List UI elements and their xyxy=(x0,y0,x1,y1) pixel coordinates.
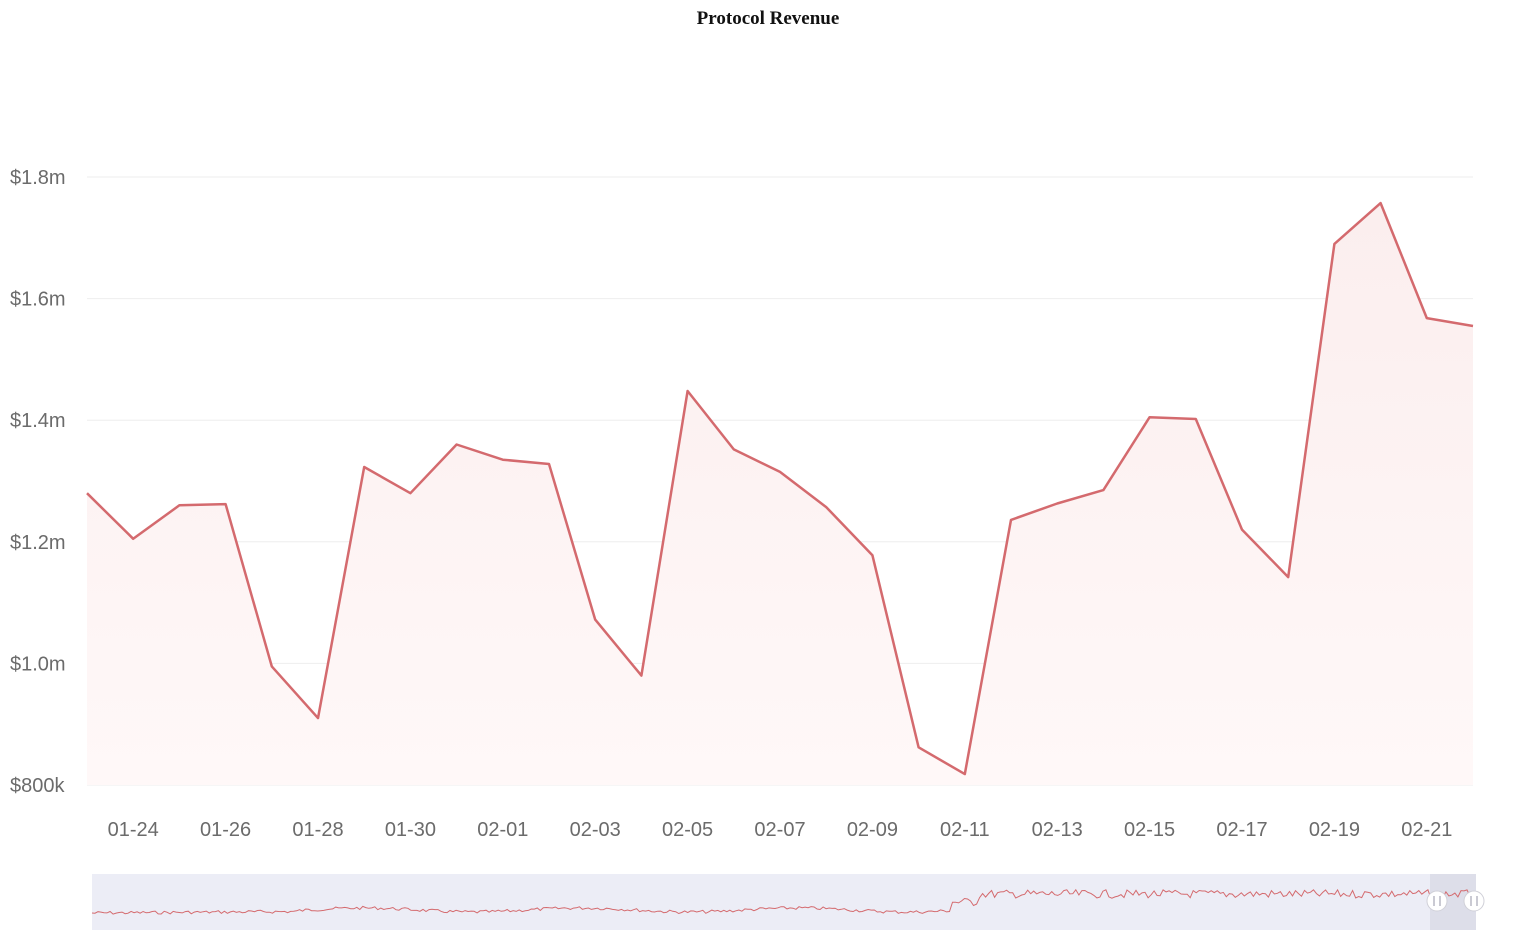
data-point[interactable] xyxy=(360,463,368,471)
data-point[interactable] xyxy=(1053,500,1061,508)
data-point[interactable] xyxy=(1007,516,1015,524)
x-tick-label: 02-05 xyxy=(662,819,713,841)
y-axis: $800k $1.0m $1.2m $1.4m $1.6m $1.8m xyxy=(10,167,66,797)
data-point[interactable] xyxy=(222,500,230,508)
x-tick-label: 02-13 xyxy=(1032,819,1083,841)
range-navigator[interactable] xyxy=(91,874,1485,930)
navigator-background xyxy=(92,874,1476,930)
data-point[interactable] xyxy=(637,672,645,680)
x-tick-label: 02-17 xyxy=(1216,819,1267,841)
data-point[interactable] xyxy=(1099,486,1107,494)
data-point[interactable] xyxy=(822,503,830,511)
x-tick-label: 02-01 xyxy=(477,819,528,841)
x-tick-label: 02-11 xyxy=(940,819,990,841)
x-tick-label: 02-19 xyxy=(1309,819,1360,841)
navigator-line xyxy=(91,888,1477,915)
data-point[interactable] xyxy=(1146,413,1154,421)
series-area-fill xyxy=(87,203,1473,786)
data-point[interactable] xyxy=(175,501,183,509)
navigator-handle-left[interactable] xyxy=(1426,890,1448,912)
navigator-handle-right[interactable] xyxy=(1463,890,1485,912)
data-point[interactable] xyxy=(684,387,692,395)
chart-title: Protocol Revenue xyxy=(696,8,840,29)
data-point[interactable] xyxy=(1284,573,1292,581)
data-point[interactable] xyxy=(453,441,461,449)
plot xyxy=(83,199,1477,786)
x-tick-label: 02-09 xyxy=(847,819,898,841)
data-point[interactable] xyxy=(776,468,784,476)
y-tick-label: $1.2m xyxy=(10,532,66,554)
x-tick-label: 02-03 xyxy=(570,819,621,841)
data-point[interactable] xyxy=(730,445,738,453)
data-point[interactable] xyxy=(1330,240,1338,248)
data-point[interactable] xyxy=(545,460,553,468)
x-tick-label: 01-24 xyxy=(108,819,159,841)
y-tick-label: $1.8m xyxy=(10,167,66,189)
x-tick-label: 02-21 xyxy=(1401,819,1452,841)
x-tick-label: 02-07 xyxy=(754,819,805,841)
data-point[interactable] xyxy=(499,456,507,464)
data-point[interactable] xyxy=(1238,526,1246,534)
data-point[interactable] xyxy=(406,489,414,497)
data-point[interactable] xyxy=(129,535,137,543)
data-point[interactable] xyxy=(591,616,599,624)
y-tick-label: $1.6m xyxy=(10,289,66,311)
data-point[interactable] xyxy=(915,743,923,751)
data-point[interactable] xyxy=(314,714,322,722)
y-tick-label: $1.4m xyxy=(10,410,66,432)
data-point[interactable] xyxy=(1423,314,1431,322)
y-tick-label: $1.0m xyxy=(10,653,66,675)
x-tick-label: 01-28 xyxy=(292,819,343,841)
data-point[interactable] xyxy=(868,551,876,559)
y-tick-label: $800k xyxy=(10,775,65,797)
data-point[interactable] xyxy=(83,489,91,497)
x-axis: 01-24 01-26 01-28 01-30 02-01 02-03 02-05 02-07… xyxy=(108,819,1453,841)
data-point[interactable] xyxy=(268,662,276,670)
x-tick-label: 02-15 xyxy=(1124,819,1175,841)
data-point[interactable] xyxy=(961,770,969,778)
x-tick-label: 01-30 xyxy=(385,819,436,841)
data-point[interactable] xyxy=(1377,199,1385,207)
data-point[interactable] xyxy=(1192,415,1200,423)
data-point[interactable] xyxy=(1469,322,1477,330)
series-line xyxy=(86,201,1474,776)
x-tick-label: 01-26 xyxy=(200,819,251,841)
